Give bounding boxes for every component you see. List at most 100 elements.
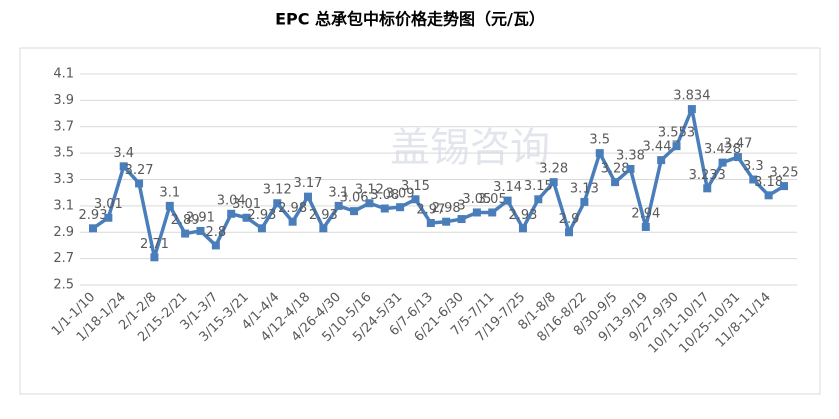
marker [303, 192, 312, 201]
data-label: 3.233 [689, 168, 726, 183]
chart-title: EPC 总承包中标价格走势图（元/瓦） [275, 10, 545, 29]
data-label: 3.13 [570, 181, 599, 196]
data-label: 3 [457, 199, 465, 214]
data-label: 2.93 [309, 208, 338, 223]
data-label: 3.09 [386, 187, 415, 202]
data-label: 3.3 [743, 159, 764, 174]
marker [257, 224, 266, 233]
marker [365, 199, 374, 208]
marker [89, 224, 97, 233]
marker [135, 179, 144, 188]
data-label: 3.17 [294, 176, 323, 191]
data-label: 3.4 [113, 146, 134, 161]
marker [580, 197, 589, 206]
marker [457, 215, 466, 224]
marker [565, 228, 574, 237]
marker [442, 217, 451, 226]
marker [657, 156, 666, 165]
marker [641, 222, 650, 231]
marker [703, 184, 712, 193]
y-tick-label: 2.5 [53, 278, 74, 293]
data-label: 3.01 [94, 197, 123, 212]
marker [503, 196, 512, 205]
marker [488, 208, 497, 217]
data-label: 3.05 [478, 192, 507, 207]
y-tick-label: 3.9 [53, 93, 74, 108]
data-label: 3.1 [159, 185, 180, 200]
y-tick-label: 3.5 [53, 146, 74, 161]
marker [733, 153, 742, 162]
y-tick-label: 2.9 [53, 225, 74, 240]
data-label: 3.47 [723, 137, 752, 152]
marker [764, 191, 773, 200]
marker [672, 142, 681, 151]
data-label: 3.08 [370, 188, 399, 203]
data-label: 3.5 [589, 133, 610, 148]
data-label: 3.04 [217, 193, 246, 208]
data-label: 2.91 [186, 210, 215, 225]
data-label: 2.98 [432, 201, 461, 216]
marker [119, 162, 128, 171]
marker [319, 224, 328, 233]
marker [534, 195, 543, 204]
watermark: 盖锡咨询 [390, 125, 550, 171]
y-tick-label: 3.7 [53, 119, 74, 134]
data-label: 3.05 [462, 192, 491, 207]
marker [718, 158, 727, 167]
marker [518, 224, 527, 233]
marker [380, 204, 389, 213]
marker [396, 203, 405, 212]
data-label: 3.28 [539, 162, 568, 177]
data-label: 3.38 [616, 148, 645, 163]
marker [780, 182, 788, 191]
data-label: 3.1 [328, 185, 349, 200]
data-label: 3.25 [770, 166, 799, 181]
data-label: 3.06 [340, 191, 369, 206]
data-label: 2.9 [559, 212, 580, 227]
marker [749, 175, 758, 184]
marker [104, 213, 113, 222]
marker [626, 164, 635, 173]
data-label: 3.01 [232, 197, 261, 212]
data-label: 3.428 [704, 142, 741, 157]
data-label: 3.15 [401, 179, 430, 194]
data-label: 3.12 [263, 183, 292, 198]
marker [687, 105, 696, 114]
marker [549, 178, 558, 187]
data-label: 3.834 [673, 89, 710, 104]
marker [472, 208, 481, 217]
data-label: 2.93 [247, 208, 276, 223]
marker [595, 149, 604, 158]
marker [227, 209, 236, 218]
data-label: 3.553 [658, 126, 695, 141]
data-label: 2.98 [278, 201, 307, 216]
data-label: 3.14 [493, 180, 522, 195]
data-label: 2.71 [140, 237, 169, 252]
data-label: 3.18 [754, 175, 783, 190]
data-label: 2.94 [631, 206, 660, 221]
data-label: 3.28 [601, 162, 630, 177]
data-label: 2.93 [508, 208, 537, 223]
plot-frame [19, 47, 821, 395]
data-label: 2.97 [416, 203, 445, 218]
marker [273, 199, 282, 208]
marker [350, 207, 359, 216]
line [92, 107, 785, 260]
marker [242, 213, 251, 222]
marker [211, 241, 220, 250]
data-label: 3.27 [125, 163, 154, 178]
y-tick-label: 2.7 [53, 251, 74, 266]
marker [150, 253, 159, 262]
marker [196, 226, 205, 235]
marker [411, 195, 420, 204]
marker [426, 219, 435, 228]
data-label: 2.8 [206, 225, 227, 240]
marker [334, 201, 343, 210]
y-tick-label: 3.3 [53, 172, 74, 187]
marker [165, 201, 174, 210]
y-tick-label: 3.1 [53, 198, 74, 213]
marker [181, 229, 190, 238]
data-label: 2.89 [171, 213, 200, 228]
data-label: 3.447 [643, 140, 680, 155]
